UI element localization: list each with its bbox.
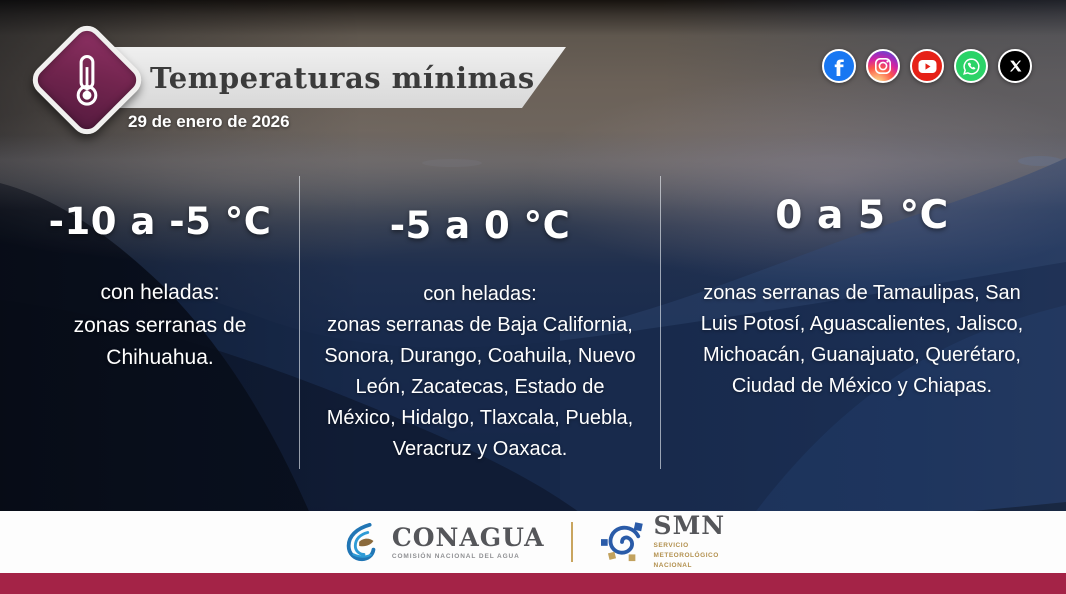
thermometer-icon: [76, 54, 98, 106]
smn-logo-group: SMN SERVICIO METEOROLÓGICO NACIONAL: [599, 513, 726, 570]
temperature-column-2: -5 a 0 °C con heladas: zonas serranas de…: [302, 204, 658, 465]
smn-wordmark: SMN: [653, 511, 726, 541]
regions-text: zonas serranas de Tamaulipas, San Luis P…: [700, 282, 1024, 397]
temperature-range: -10 a -5 °C: [48, 200, 272, 243]
date-label: 29 de enero de 2026: [128, 112, 290, 131]
conagua-tagline: COMISIÓN NACIONAL DEL AGUA: [391, 552, 520, 560]
conagua-water-drop-icon: [346, 522, 376, 562]
youtube-icon[interactable]: [910, 49, 944, 83]
x-icon[interactable]: [998, 49, 1032, 83]
social-icons-row: f: [822, 49, 1032, 83]
title-banner: Temperaturas mínimas: [98, 47, 566, 108]
regions-text: zonas serranas de Chihuahua.: [73, 313, 247, 370]
frost-note: con heladas:: [423, 283, 537, 305]
facebook-icon[interactable]: f: [822, 49, 856, 83]
page-title: Temperaturas mínimas: [150, 60, 535, 95]
temperature-column-1: -10 a -5 °C con heladas: zonas serranas …: [10, 200, 310, 375]
footer-divider: [570, 522, 573, 562]
whatsapp-icon[interactable]: [954, 49, 988, 83]
instagram-icon[interactable]: [866, 49, 900, 83]
footer-logos-band: CONAGUA COMISIÓN NACIONAL DEL AGUA SMN S…: [0, 511, 1066, 573]
temperature-range: 0 a 5 °C: [775, 193, 949, 238]
column-divider: [660, 176, 661, 469]
temperature-column-3: 0 a 5 °C zonas serranas de Tamaulipas, S…: [666, 193, 1058, 402]
conagua-logo-group: CONAGUA COMISIÓN NACIONAL DEL AGUA: [341, 521, 545, 563]
smn-tagline: SERVICIO METEOROLÓGICO NACIONAL: [653, 542, 719, 569]
frost-note: con heladas:: [100, 281, 220, 304]
bottom-accent-bar: [0, 573, 1066, 594]
temperature-range: -5 a 0 °C: [389, 204, 571, 247]
conagua-wordmark: CONAGUA: [391, 522, 545, 552]
regions-text: zonas serranas de Baja California, Sonor…: [324, 314, 636, 460]
smn-spiral-icon: [600, 522, 643, 562]
column-divider: [299, 176, 300, 469]
